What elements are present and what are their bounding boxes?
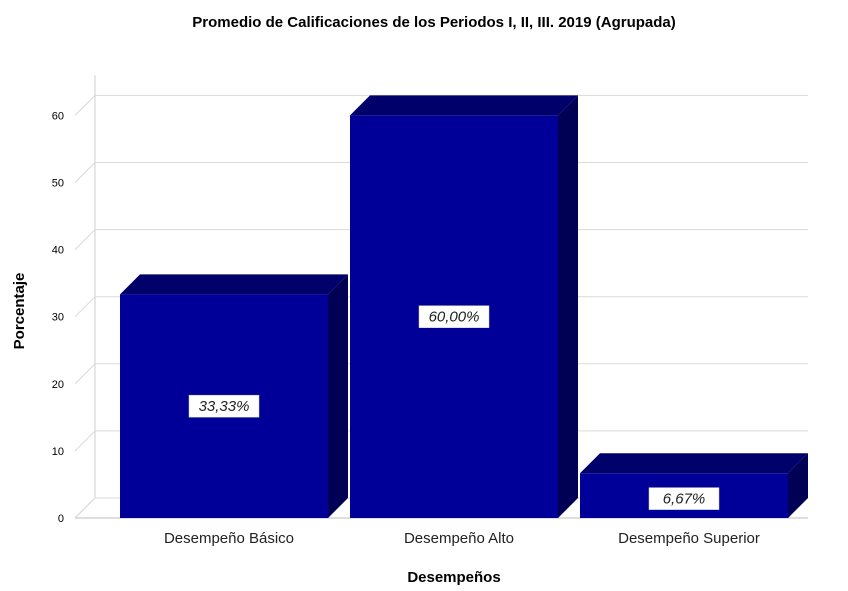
y-tick-label: 60 [52, 110, 64, 122]
bar-top [120, 274, 348, 295]
data-label-box [648, 487, 720, 510]
y-axis-ticks: 0 10 20 30 40 50 60 [52, 110, 64, 525]
bar-side [328, 274, 348, 518]
y-tick-label: 10 [52, 446, 64, 458]
bar: 6,67% [580, 453, 808, 518]
category-label: Desempeño Superior [618, 530, 760, 547]
category-label: Desempeño Básico [164, 530, 294, 547]
bar: 60,00% [350, 95, 578, 519]
bar: 33,33% [120, 274, 348, 518]
y-axis-title: Porcentaje [11, 273, 28, 350]
bar-top [350, 95, 578, 116]
bar-side [558, 95, 578, 519]
category-labels: Desempeño Básico Desempeño Alto Desempeño … [164, 530, 760, 547]
y-tick-label: 40 [52, 245, 64, 257]
category-label: Desempeño Alto [404, 530, 514, 547]
bar-side [788, 453, 808, 518]
bar-top [580, 453, 808, 474]
x-axis-title: Desempeños [407, 569, 500, 586]
data-label: 60,00% [429, 309, 480, 326]
data-label-box [188, 394, 260, 418]
y-tick-label: 30 [52, 312, 64, 324]
y-tick-label: 0 [58, 513, 64, 525]
y-tick-label: 20 [52, 379, 64, 391]
data-label: 6,67% [663, 491, 706, 508]
y-tick-label: 50 [52, 178, 64, 190]
chart-title: Promedio de Calificaciones de los Period… [192, 14, 675, 31]
data-label-box [418, 305, 490, 328]
bars: 33,33% 60,00% 6,67% [120, 95, 808, 519]
data-label: 33,33% [199, 398, 250, 415]
